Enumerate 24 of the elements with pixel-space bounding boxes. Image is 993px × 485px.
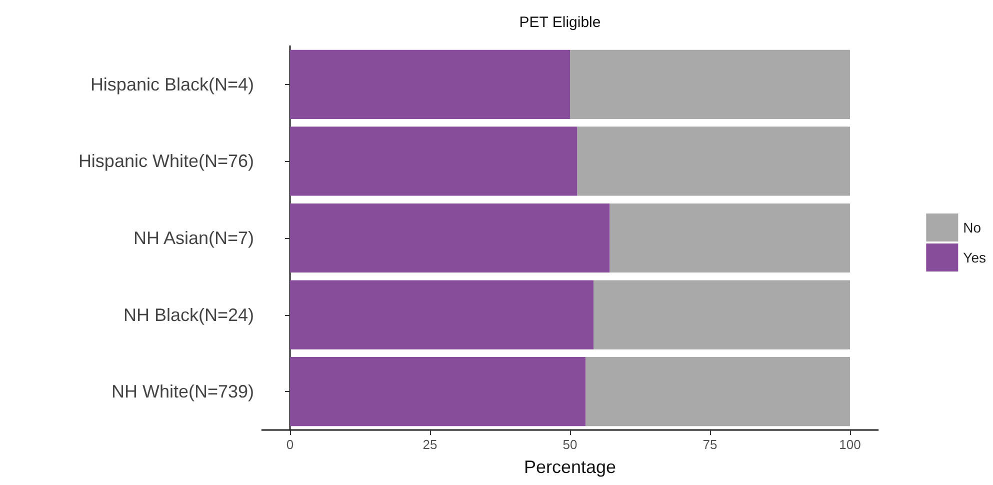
bar — [290, 50, 570, 119]
bar — [290, 203, 610, 273]
y-tick-label: NH Asian(N=7) — [133, 228, 254, 248]
bar — [290, 357, 586, 426]
y-tick-label: NH White(N=739) — [111, 382, 254, 402]
chart-title: PET Eligible — [519, 14, 601, 31]
bar — [594, 280, 850, 350]
y-tick-label: NH Black(N=24) — [123, 304, 254, 325]
legend-label: No — [963, 220, 982, 236]
bar — [577, 126, 850, 196]
x-axis-title: Percentage — [524, 457, 616, 477]
bar — [586, 357, 850, 426]
x-tick-label: 75 — [702, 437, 718, 452]
x-tick-label: 0 — [286, 437, 294, 452]
legend-label: Yes — [963, 250, 986, 266]
x-tick-label: 50 — [562, 437, 578, 452]
bar — [570, 50, 850, 119]
y-tick-label: Hispanic White(N=76) — [78, 151, 254, 172]
bar — [610, 203, 850, 273]
bar — [290, 280, 594, 350]
bar — [290, 126, 578, 196]
x-tick-label: 100 — [839, 437, 861, 452]
x-tick-label: 25 — [422, 437, 438, 452]
y-tick-label: Hispanic Black(N=4) — [90, 74, 254, 94]
